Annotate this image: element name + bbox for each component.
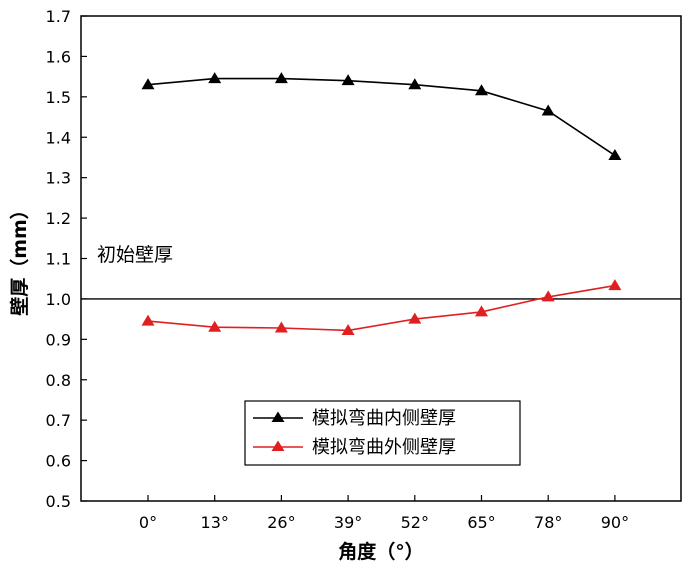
series-0-point-3 bbox=[341, 74, 355, 86]
y-tick-label-11: 1.6 bbox=[46, 47, 71, 66]
x-tick-label-6: 78° bbox=[534, 513, 562, 532]
series-0-point-5 bbox=[475, 84, 488, 96]
x-tick-label-0: 0° bbox=[139, 513, 157, 532]
reference-line-label: 初始壁厚 bbox=[97, 244, 173, 266]
y-tick-label-12: 1.7 bbox=[46, 7, 71, 26]
series-1 bbox=[141, 279, 622, 335]
series-0-point-0 bbox=[141, 78, 155, 90]
y-tick-label-8: 1.3 bbox=[46, 169, 71, 188]
x-tick-label-7: 90° bbox=[601, 513, 629, 532]
series-1-point-7 bbox=[608, 279, 622, 291]
series-1-point-6 bbox=[541, 290, 555, 302]
series-0-point-7 bbox=[608, 148, 622, 160]
y-tick-label-6: 1.1 bbox=[46, 250, 71, 269]
y-tick-label-9: 1.4 bbox=[46, 128, 71, 147]
y-tick-label-7: 1.2 bbox=[46, 209, 71, 228]
series-1-point-2 bbox=[274, 321, 288, 333]
series-layer bbox=[141, 72, 622, 335]
legend: 模拟弯曲内侧壁厚 模拟弯曲外侧壁厚 bbox=[244, 400, 521, 466]
series-0-point-6 bbox=[541, 104, 555, 116]
legend-marker-inner bbox=[271, 411, 285, 422]
x-tick-label-3: 39° bbox=[334, 513, 362, 532]
x-tick-label-5: 65° bbox=[467, 513, 495, 532]
legend-label-outer: 模拟弯曲外侧壁厚 bbox=[312, 437, 456, 458]
y-tick-label-3: 0.8 bbox=[46, 371, 71, 390]
series-1-point-4 bbox=[408, 312, 422, 324]
series-1-point-5 bbox=[475, 305, 488, 317]
series-0-point-2 bbox=[274, 72, 288, 84]
y-tick-label-4: 0.9 bbox=[46, 330, 71, 349]
legend-frame bbox=[244, 400, 521, 466]
x-tick-label-1: 13° bbox=[201, 513, 229, 532]
y-tick-label-5: 1.0 bbox=[46, 290, 71, 309]
series-0 bbox=[141, 72, 622, 160]
series-0-point-1 bbox=[208, 72, 222, 84]
y-axis-title: 壁厚（mm） bbox=[8, 200, 31, 316]
legend-marker-outer bbox=[271, 440, 285, 451]
x-axis: 0° 13° 26° 39° 52° 65° 78° 90° bbox=[139, 495, 629, 532]
x-tick-label-2: 26° bbox=[267, 513, 295, 532]
x-tick-label-4: 52° bbox=[401, 513, 429, 532]
series-line-1 bbox=[147, 284, 616, 332]
legend-entry-inner: 模拟弯曲内侧壁厚 bbox=[253, 408, 456, 429]
series-1-point-0 bbox=[141, 314, 155, 326]
series-line-0 bbox=[147, 77, 616, 157]
series-1-point-3 bbox=[341, 323, 355, 335]
y-tick-label-0: 0.5 bbox=[46, 492, 71, 511]
y-tick-label-2: 0.7 bbox=[46, 411, 71, 430]
series-0-point-4 bbox=[408, 78, 422, 90]
x-axis-title: 角度（°） bbox=[338, 540, 424, 563]
legend-entry-outer: 模拟弯曲外侧壁厚 bbox=[253, 437, 456, 458]
series-1-point-1 bbox=[208, 320, 222, 332]
y-axis: 0.5 0.6 0.7 0.8 0.9 1.0 1.1 1.2 1.3 1.4 1.5 1.6 1.7 bbox=[46, 7, 87, 511]
legend-label-inner: 模拟弯曲内侧壁厚 bbox=[312, 408, 456, 429]
y-tick-label-1: 0.6 bbox=[46, 452, 71, 471]
y-tick-label-10: 1.5 bbox=[46, 88, 71, 107]
